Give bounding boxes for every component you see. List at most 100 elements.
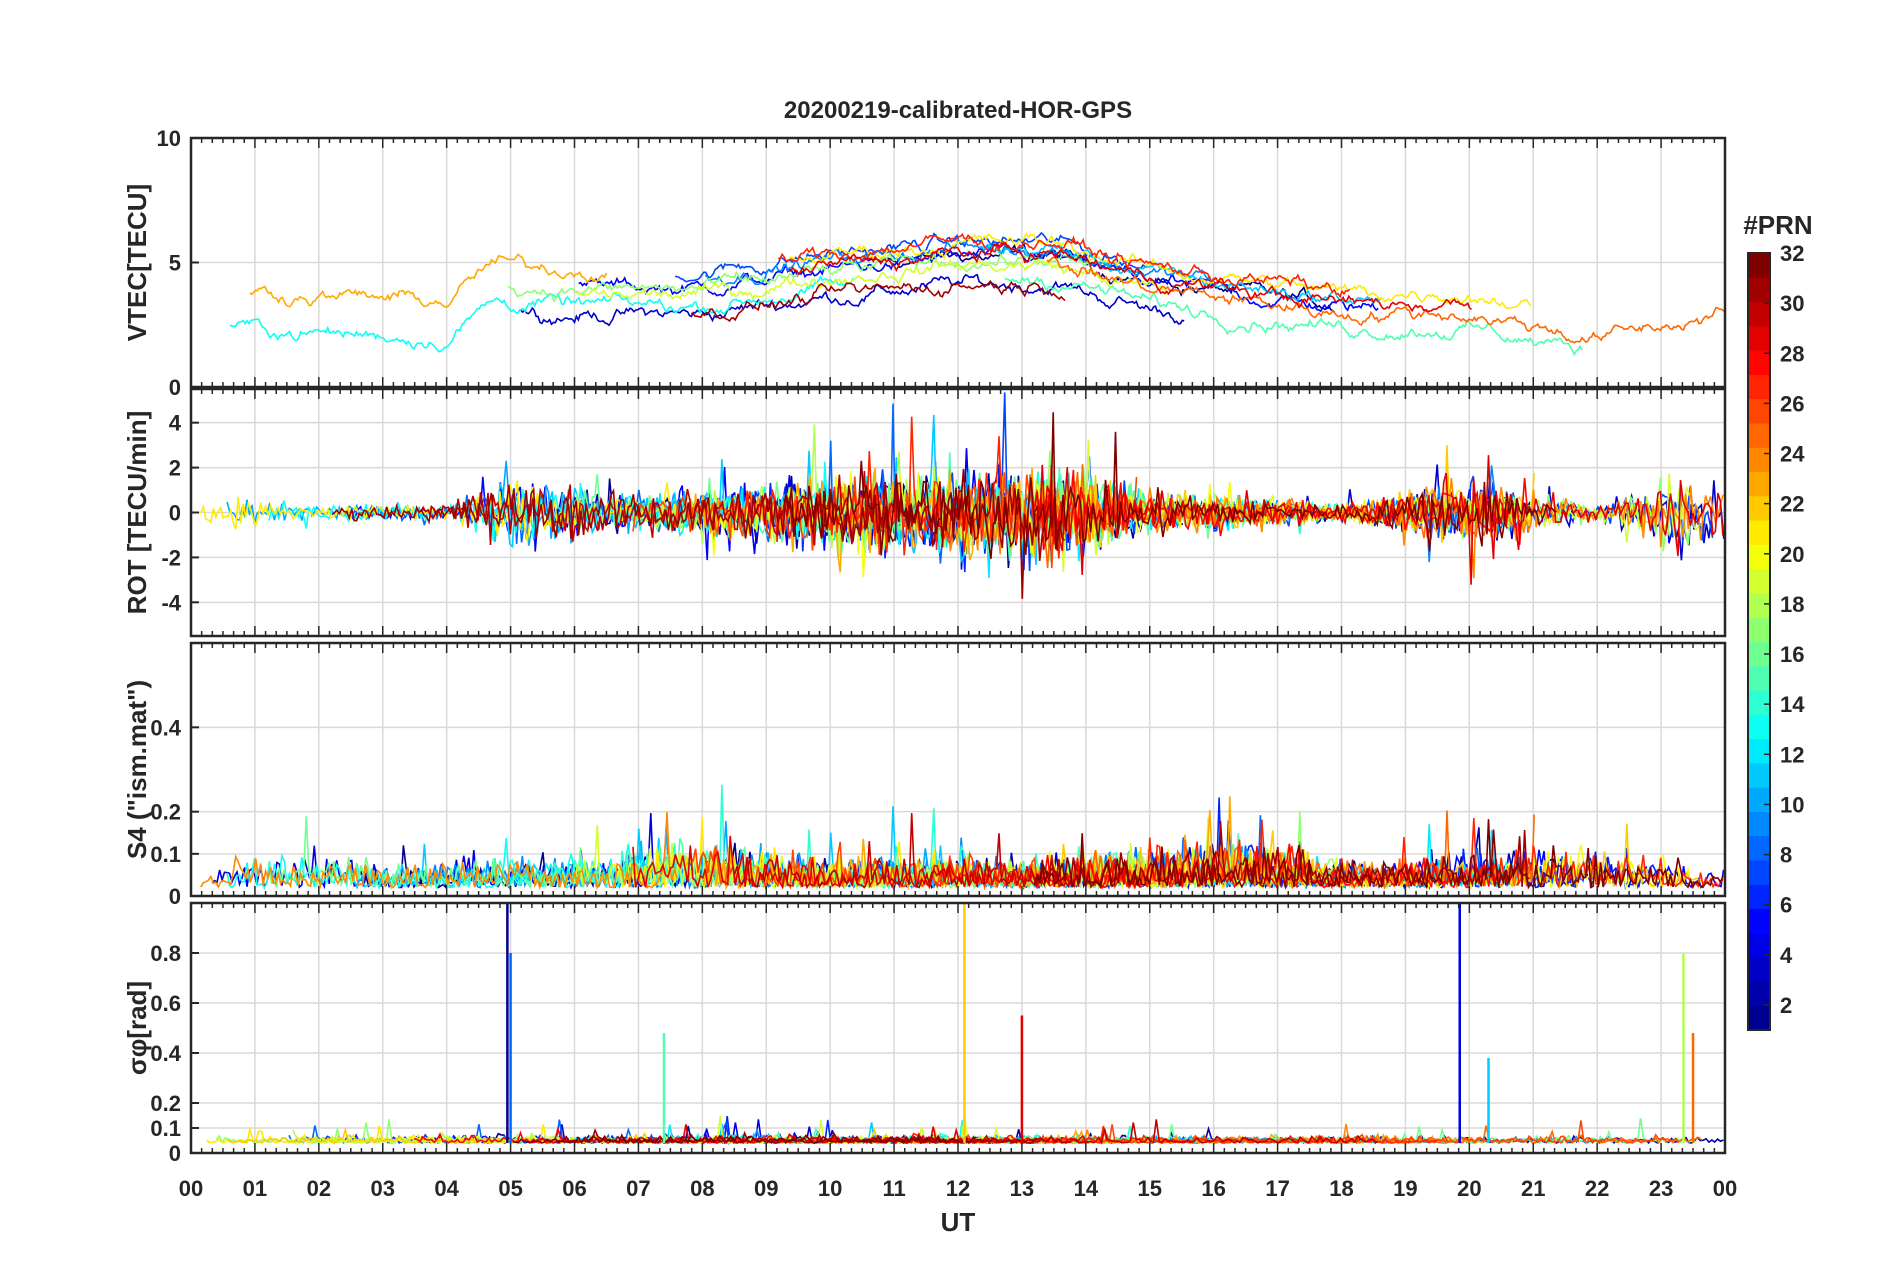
colorbar-step xyxy=(1748,544,1770,570)
colorbar-step xyxy=(1748,325,1770,351)
colorbar-step xyxy=(1748,665,1770,691)
chart-title: 20200219-calibrated-HOR-GPS xyxy=(784,97,1132,124)
xtick-label: 06 xyxy=(562,1176,586,1201)
series-prn-31 xyxy=(331,481,1066,599)
ytick-label: 10 xyxy=(157,126,181,151)
xtick-label: 00 xyxy=(1713,1176,1737,1201)
colorbar-tick-label: 16 xyxy=(1780,642,1804,667)
colorbar-step xyxy=(1748,738,1770,764)
ytick-label: 0 xyxy=(169,884,181,909)
grid-vtec xyxy=(191,138,1725,387)
xtick-label: 04 xyxy=(434,1176,459,1201)
ytick-label: 0 xyxy=(169,375,181,400)
grid-sigmaphi xyxy=(191,903,1725,1153)
colorbar-step xyxy=(1748,253,1770,278)
xtick-label: 02 xyxy=(307,1176,331,1201)
series-group-rot xyxy=(200,392,1725,599)
xtick-label: 23 xyxy=(1649,1176,1673,1201)
series-prn-27 xyxy=(778,233,1351,299)
xtick-label: 19 xyxy=(1393,1176,1417,1201)
series-prn-15 xyxy=(1004,275,1583,357)
ytick-label: 0 xyxy=(169,501,181,526)
series-prn-21 xyxy=(788,232,1532,310)
xtick-label: 15 xyxy=(1138,1176,1162,1201)
series-prn-32 xyxy=(512,1133,976,1145)
xtick-label: 12 xyxy=(946,1176,970,1201)
series-prn-31 xyxy=(1037,821,1530,890)
xtick-label: 17 xyxy=(1265,1176,1289,1201)
colorbar-step xyxy=(1748,350,1770,375)
xtick-label: 03 xyxy=(371,1176,395,1201)
colorbar-step xyxy=(1748,592,1770,618)
ylabel-s4: S4 ("ism.mat") xyxy=(122,680,152,859)
series-prn-22 xyxy=(1087,445,1535,548)
colorbar-step xyxy=(1748,495,1770,521)
colorbar-tick-label: 22 xyxy=(1780,492,1804,517)
xtick-label: 20 xyxy=(1457,1176,1481,1201)
series-prn-23 xyxy=(249,253,608,308)
series-prn-28 xyxy=(1029,843,1498,890)
series-prn-3 xyxy=(518,273,1185,327)
ytick-label: 0.1 xyxy=(150,1116,181,1141)
ytick-label: 0 xyxy=(169,1141,181,1166)
colorbar-tick-label: 26 xyxy=(1780,391,1804,416)
ytick-label: 4 xyxy=(169,411,182,436)
ytick-label: 5 xyxy=(169,251,181,276)
colorbar-step xyxy=(1748,447,1770,473)
colorbar-step xyxy=(1748,908,1770,934)
xtick-label: 11 xyxy=(882,1176,905,1201)
colorbar-step xyxy=(1748,471,1770,497)
panel-sigmaphi: 00.10.2 0.4 0.6 0.8 σφ[rad] xyxy=(122,901,1727,1166)
colorbar-step xyxy=(1748,811,1770,837)
colorbar-step xyxy=(1748,787,1770,812)
colorbar-step xyxy=(1748,1005,1770,1031)
colorbar-step xyxy=(1748,835,1770,861)
series-prn-25 xyxy=(1046,256,1725,344)
series-prn-29 xyxy=(788,241,1473,313)
xtick-label: 00 xyxy=(179,1176,203,1201)
colorbar-step xyxy=(1748,860,1770,885)
ytick-label: 0.2 xyxy=(150,1091,181,1116)
colorbar-step xyxy=(1748,422,1770,448)
xtick-label: 01 xyxy=(243,1176,267,1201)
colorbar-step xyxy=(1748,690,1770,715)
colorbar-step xyxy=(1748,301,1770,327)
series-prn-29 xyxy=(527,1124,1089,1145)
colorbar-tick-label: 30 xyxy=(1780,291,1804,316)
colorbar-tick-label: 12 xyxy=(1780,742,1804,767)
colorbar-tick-label: 8 xyxy=(1780,843,1792,868)
colorbar-step xyxy=(1748,641,1770,667)
xtick-label: 08 xyxy=(690,1176,714,1201)
ytick-label: 0.8 xyxy=(150,941,181,966)
grid-s4 xyxy=(191,643,1725,896)
colorbar-step xyxy=(1748,981,1770,1007)
colorbar-step xyxy=(1748,617,1770,642)
series-prn-32 xyxy=(783,412,1557,559)
xtick-label: 16 xyxy=(1201,1176,1225,1201)
series-prn-31 xyxy=(690,279,1066,323)
ylabel-sigmaphi: σφ[rad] xyxy=(122,981,152,1075)
ytick-label: -2 xyxy=(161,545,181,570)
colorbar-tick-label: 14 xyxy=(1780,692,1805,717)
panel-vtec: 0 5 10 VTEC[TECU] xyxy=(122,126,1727,400)
series-prn-17 xyxy=(508,252,1092,303)
xtick-label: 09 xyxy=(754,1176,778,1201)
colorbar-step xyxy=(1748,277,1770,303)
series-group-vtec xyxy=(229,231,1725,357)
ylabel-rot: ROT [TECU/min] xyxy=(122,411,152,615)
series-prn-30 xyxy=(733,813,1065,890)
xtick-label: 14 xyxy=(1074,1176,1099,1201)
xtick-label: 13 xyxy=(1010,1176,1034,1201)
series-group-sigmaphi xyxy=(206,903,1724,1146)
x-axis-label: UT xyxy=(941,1207,976,1237)
colorbar-tick-label: 4 xyxy=(1780,943,1793,968)
colorbar-tick-label: 24 xyxy=(1780,442,1805,467)
colorbar-step xyxy=(1748,568,1770,594)
colorbar-step xyxy=(1748,884,1770,910)
x-axis-ticks: 00 01 02 03 04 05 06 07 08 09 10 11 12 13 14 15 16 17 18 19… xyxy=(179,1176,1737,1201)
colorbar-step xyxy=(1748,932,1770,958)
series-group-s4 xyxy=(200,784,1725,891)
